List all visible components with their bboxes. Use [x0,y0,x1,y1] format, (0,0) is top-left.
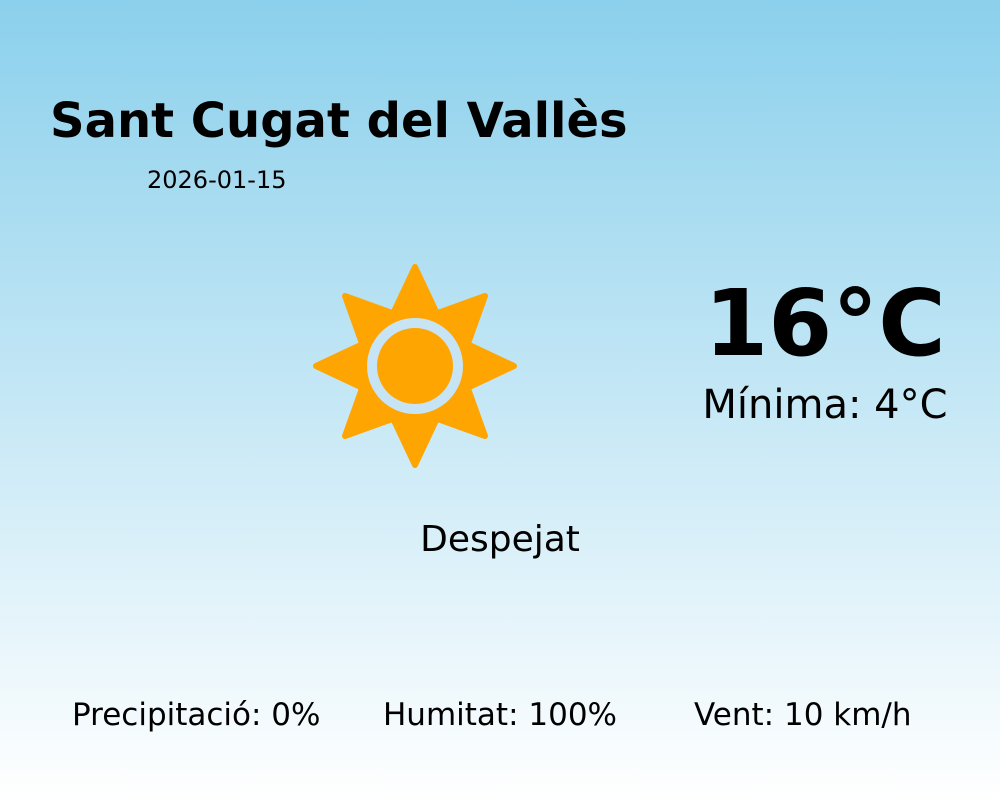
humidity-stat: Humitat: 100% [383,697,617,733]
temperature-block: 16°C Mínima: 4°C [640,270,1000,428]
precipitation-stat: Precipitació: 0% [72,697,321,733]
minimum-temperature: Mínima: 4°C [702,382,948,428]
sun-icon [305,256,525,476]
city-title: Sant Cugat del Vallès [50,93,628,149]
current-temperature: 16°C [704,270,946,377]
forecast-date: 2026-01-15 [147,166,287,194]
weather-condition: Despejat [420,519,580,560]
wind-stat: Vent: 10 km/h [694,697,912,733]
